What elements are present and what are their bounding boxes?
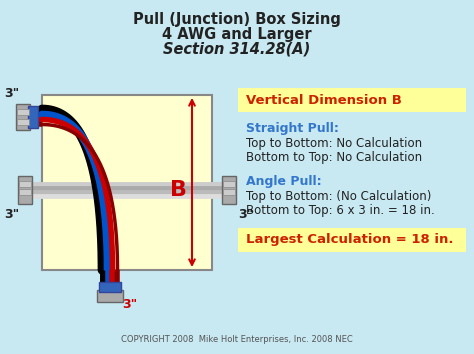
Text: Straight Pull:: Straight Pull: bbox=[246, 122, 339, 135]
Text: 3": 3" bbox=[238, 208, 254, 221]
Bar bbox=[19, 189, 31, 195]
Bar bbox=[18, 176, 32, 204]
Bar bbox=[19, 181, 31, 187]
Bar bbox=[222, 176, 236, 204]
Text: Bottom to Top: No Calculation: Bottom to Top: No Calculation bbox=[246, 151, 422, 164]
Text: 3": 3" bbox=[4, 87, 19, 100]
Bar bbox=[16, 104, 30, 130]
Bar bbox=[223, 181, 235, 187]
Text: B: B bbox=[171, 181, 188, 200]
Text: Section 314.28(A): Section 314.28(A) bbox=[164, 42, 310, 57]
Text: Bottom to Top: 6 x 3 in. = 18 in.: Bottom to Top: 6 x 3 in. = 18 in. bbox=[246, 204, 435, 217]
FancyBboxPatch shape bbox=[238, 228, 466, 252]
Bar bbox=[28, 106, 38, 128]
Text: Angle Pull:: Angle Pull: bbox=[246, 175, 322, 188]
Bar bbox=[99, 282, 121, 292]
Text: COPYRIGHT 2008  Mike Holt Enterprises, Inc. 2008 NEC: COPYRIGHT 2008 Mike Holt Enterprises, In… bbox=[121, 335, 353, 344]
Bar bbox=[223, 189, 235, 195]
Text: 4 AWG and Larger: 4 AWG and Larger bbox=[162, 27, 312, 42]
Text: 3": 3" bbox=[122, 298, 137, 311]
Bar bbox=[97, 290, 123, 302]
Text: Vertical Dimension B: Vertical Dimension B bbox=[246, 93, 402, 107]
Bar bbox=[17, 109, 29, 115]
Text: 3": 3" bbox=[4, 208, 19, 221]
Text: Top to Bottom: No Calculation: Top to Bottom: No Calculation bbox=[246, 137, 422, 150]
Text: Top to Bottom: (No Calculation): Top to Bottom: (No Calculation) bbox=[246, 190, 431, 203]
Bar bbox=[42, 95, 212, 270]
Text: Pull (Junction) Box Sizing: Pull (Junction) Box Sizing bbox=[133, 12, 341, 27]
Text: Largest Calculation = 18 in.: Largest Calculation = 18 in. bbox=[246, 234, 454, 246]
FancyBboxPatch shape bbox=[238, 88, 466, 112]
Bar bbox=[17, 119, 29, 125]
